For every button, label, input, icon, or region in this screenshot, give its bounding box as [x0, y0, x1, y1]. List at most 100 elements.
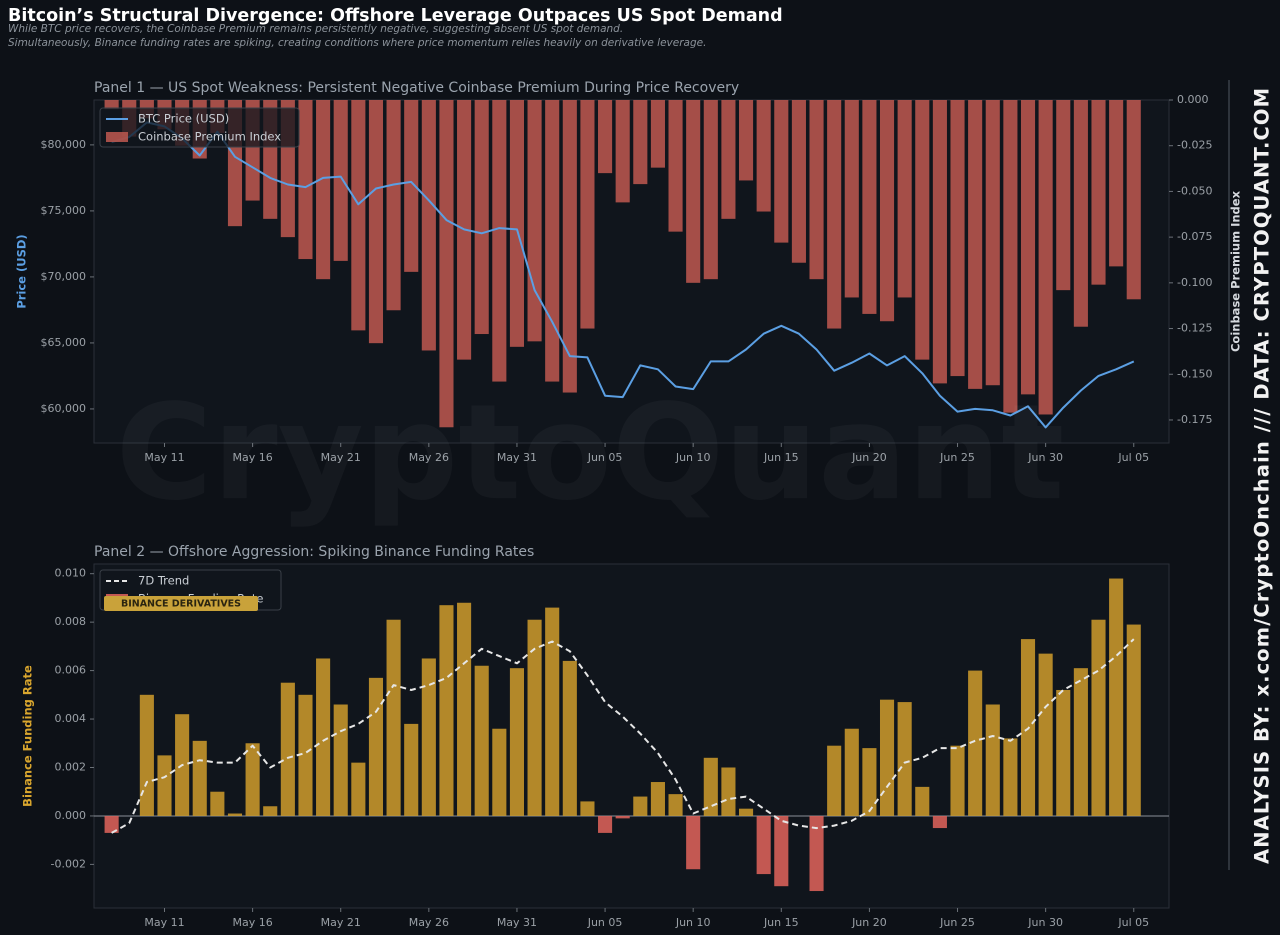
y-tick-label: 0.010 [55, 567, 87, 580]
x-tick-label: Jun 15 [763, 451, 799, 464]
bar [386, 619, 401, 816]
subtitle: Simultaneously, Binance funding rates ar… [8, 37, 706, 49]
bar [844, 728, 859, 816]
x-tick-label: May 21 [321, 451, 361, 464]
bar [968, 670, 983, 816]
bar [1003, 100, 1018, 413]
legend-box [99, 107, 300, 148]
x-tick-label: Jun 30 [1027, 916, 1063, 929]
x-tick-label: May 16 [232, 451, 272, 464]
y-tick-label: $75,000 [41, 204, 87, 217]
bar [879, 100, 895, 322]
bar [562, 660, 577, 816]
y2-tick-label: -0.175 [1177, 413, 1212, 426]
bar [210, 791, 225, 816]
bar [157, 755, 172, 816]
y-tick-label: 0.008 [55, 615, 87, 628]
bar [721, 767, 736, 816]
bar [615, 100, 630, 203]
y-tick-label: 0.004 [55, 712, 87, 725]
bar [968, 100, 983, 389]
page-title: Bitcoin’s Structural Divergence: Offshor… [8, 6, 783, 26]
bar [897, 702, 912, 816]
bar [739, 808, 754, 816]
bar [457, 602, 472, 816]
bar [421, 100, 436, 351]
bar [809, 815, 824, 892]
bar [245, 743, 260, 816]
bar [598, 815, 613, 833]
bar [351, 762, 366, 816]
bar [527, 619, 542, 816]
bar [1038, 653, 1053, 816]
bar [862, 748, 877, 816]
y2-tick-label: -0.075 [1177, 230, 1212, 243]
y2-axis-label: Coinbase Premium Index [1229, 190, 1243, 352]
bar [827, 745, 842, 816]
bar [791, 100, 806, 263]
bar [509, 100, 524, 347]
bar [562, 100, 577, 393]
bar [1109, 100, 1124, 267]
bar [756, 815, 771, 875]
y2-tick-label: -0.100 [1177, 276, 1212, 289]
bar [316, 100, 331, 280]
bar [668, 100, 683, 232]
y-tick-label: $80,000 [41, 138, 87, 151]
x-tick-label: May 21 [321, 916, 361, 929]
bar [1073, 100, 1088, 327]
bar [1056, 100, 1071, 291]
bar [474, 665, 489, 816]
x-tick-label: May 31 [497, 451, 537, 464]
bar [985, 704, 1000, 816]
bar [1109, 578, 1124, 816]
bar [492, 728, 507, 816]
x-tick-label: Jun 25 [939, 916, 975, 929]
y-tick-label: -0.002 [51, 857, 86, 870]
bar [915, 786, 930, 816]
y2-tick-label: -0.050 [1177, 184, 1212, 197]
bar [703, 757, 718, 816]
bar [580, 100, 595, 329]
bar [333, 100, 348, 261]
bar [192, 740, 207, 816]
bar [686, 100, 701, 283]
bar [545, 100, 560, 382]
x-tick-label: Jun 20 [851, 451, 887, 464]
x-tick-label: Jun 15 [763, 916, 799, 929]
bar [1126, 100, 1141, 300]
badge [104, 596, 258, 611]
y-axis-label: Price (USD) [15, 234, 29, 308]
bar [932, 815, 947, 829]
bar [915, 100, 930, 360]
panel-title: Panel 2 — Offshore Aggression: Spiking B… [94, 544, 534, 560]
x-tick-label: May 31 [497, 916, 537, 929]
bar [633, 796, 648, 816]
legend-swatch [106, 132, 128, 142]
bar [809, 100, 824, 280]
bar [1056, 689, 1071, 816]
bar [756, 100, 771, 212]
x-tick-label: Jun 10 [675, 451, 711, 464]
bar [1038, 100, 1053, 415]
x-tick-label: Jun 20 [851, 916, 887, 929]
y-tick-label: $70,000 [41, 270, 87, 283]
subtitle: While BTC price recovers, the Coinbase P… [8, 23, 623, 35]
bar [298, 694, 313, 816]
bar [227, 813, 243, 816]
bar [421, 658, 436, 816]
line [111, 121, 1135, 429]
x-tick-label: May 11 [144, 451, 184, 464]
bar [545, 607, 560, 816]
bar [263, 806, 278, 816]
bar [827, 100, 842, 329]
bar [650, 100, 665, 168]
x-tick-label: Jun 30 [1027, 451, 1063, 464]
y2-tick-label: -0.125 [1177, 322, 1212, 335]
legend-label: BTC Price (USD) [138, 112, 229, 126]
x-tick-label: May 26 [409, 916, 449, 929]
watermark: CryptoQuant [116, 376, 1065, 530]
bar [633, 100, 648, 185]
y-tick-label: $60,000 [41, 402, 87, 415]
